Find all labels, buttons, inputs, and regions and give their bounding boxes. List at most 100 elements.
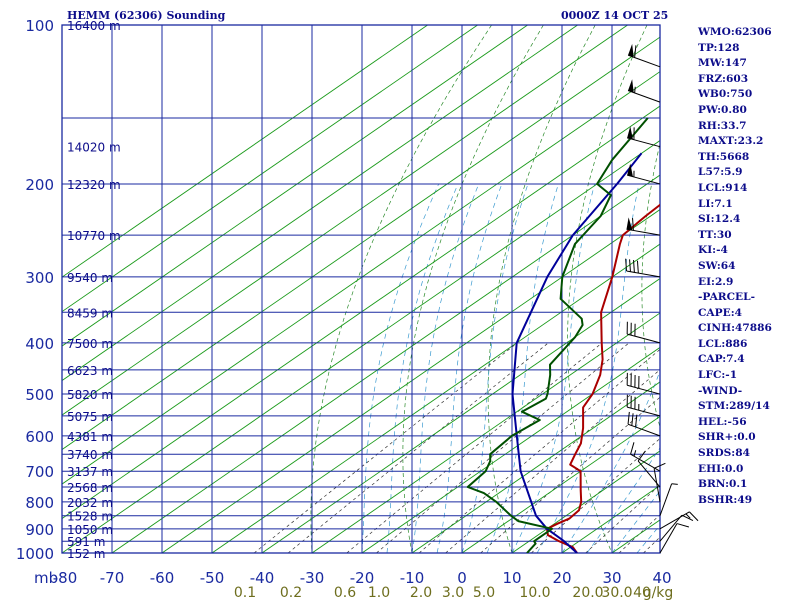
wind-barb [626,321,661,344]
moist-adiabat [461,183,529,553]
temperature-tick-label: 0 [457,569,467,587]
temperature-tick-label: -70 [100,569,125,587]
moist-adiabat [361,183,440,553]
height-label: 5820 m [67,388,113,402]
moist-adiabat [511,183,595,553]
sounding-index: SHR+:0.0 [698,431,756,444]
isotherm [62,36,660,451]
temperature-tick-label: 30 [602,569,621,587]
isotherm [411,381,660,553]
mixing-ratio-label: 0.1 [234,585,256,600]
isotherm [62,105,660,520]
mixing-ratio-label: 20.0 [572,585,603,600]
sounding-index: TH:5668 [698,150,750,163]
sounding-index: -PARCEL- [698,291,755,304]
wind-barb [627,79,661,103]
wind-barb [626,372,661,395]
height-label: 1528 m [67,510,113,524]
temperature-tick-label: 20 [552,569,571,587]
temperature-tick-label: -10 [400,569,425,587]
height-label: 2568 m [67,481,113,495]
height-label: 5075 m [67,410,113,424]
isotherm [62,25,628,416]
temperature-tick-label: 40 [652,569,671,587]
isotherm [62,25,428,278]
profile-lines [466,117,660,553]
height-label: 591 m [67,535,105,549]
isotherm [511,450,660,553]
mixing-ratio-label: 0.6 [334,585,356,600]
pressure-tick-label: 400 [25,335,54,353]
height-label: 3137 m [67,465,113,479]
pressure-tick-label: 100 [25,17,54,35]
sounding-index: LCL:914 [698,181,748,194]
height-label: 2032 m [67,496,113,510]
mixing-ratio-label: 0.2 [280,585,302,600]
height-label: 16400 m [67,19,121,33]
sounding-index: MW:147 [698,57,747,70]
isotherm-lines [62,25,660,553]
wind-barb [625,258,661,278]
sounding-index: LCL:886 [698,337,748,350]
wind-barb [627,126,661,148]
temperature-line [546,203,660,553]
station-title: HEMM (62306) Sounding [67,9,226,22]
dewpoint-line [466,117,649,553]
mixing-ratio-line [418,348,660,553]
frame-border [61,24,661,554]
height-label: 10770 m [67,229,121,243]
mixing-ratio-label: 30.0 [601,585,632,600]
sounding-index: KI:-4 [698,244,728,257]
sounding-index: SRDS:84 [698,447,750,460]
sounding-index: FRZ:603 [698,72,749,85]
wind-barb [659,523,690,554]
sounding-index: SI:12.4 [698,213,741,226]
sounding-index: CINH:47886 [698,322,772,335]
sounding-index: RH:33.7 [698,119,747,132]
moist-adiabat [586,447,660,553]
wind-barb [659,514,694,542]
height-label: 1050 m [67,523,113,537]
isotherm [62,25,478,313]
height-label: 4381 m [67,430,113,444]
mixing-ratio-line [287,342,549,553]
isotherm [161,209,660,553]
sounding-index: L57:5.9 [698,166,743,179]
temperature-tick-label: -30 [300,569,325,587]
mixing-ratio-label: g/kg [643,585,674,600]
sounding-index: PW:0.80 [698,103,747,116]
pressure-tick-label: 300 [25,269,54,287]
sounding-index: MAXT:23.2 [698,135,764,148]
height-label: 152 m [67,547,105,561]
isotherm [62,140,660,553]
pressure-unit-label: mb [34,569,58,587]
sounding-index: SW:64 [698,259,736,272]
sounding-index: CAP:7.4 [698,353,745,366]
isotherm [111,174,660,553]
height-label: 7500 m [67,337,113,351]
pressure-tick-label: 1000 [16,545,54,563]
pressure-tick-label: 800 [25,494,54,512]
temperature-tick-label: -60 [150,569,175,587]
wind-barb [659,483,678,516]
wind-barb [626,394,661,417]
mixing-ratio-label: 40 [633,585,651,600]
wind-barbs [625,43,699,554]
sounding-datetime: 0000Z 14 OCT 25 [561,9,669,22]
moist-adiabat [386,183,459,553]
sounding-index: TT:30 [698,228,732,241]
isotherm [62,25,528,347]
height-label: 12320 m [67,178,121,192]
isotherm [62,25,578,382]
mixing-ratio-label: 5.0 [473,585,495,600]
isotherm [461,415,660,553]
height-label: 9540 m [67,271,113,285]
mixing-ratio-line [253,342,518,553]
sounding-index: BRN:0.1 [698,478,748,491]
wind-barb [627,43,661,68]
height-label: 3740 m [67,448,113,462]
mixing-ratio-label: 10.0 [519,585,550,600]
sounding-index: TP:128 [698,41,740,54]
moist-adiabat [411,183,480,553]
